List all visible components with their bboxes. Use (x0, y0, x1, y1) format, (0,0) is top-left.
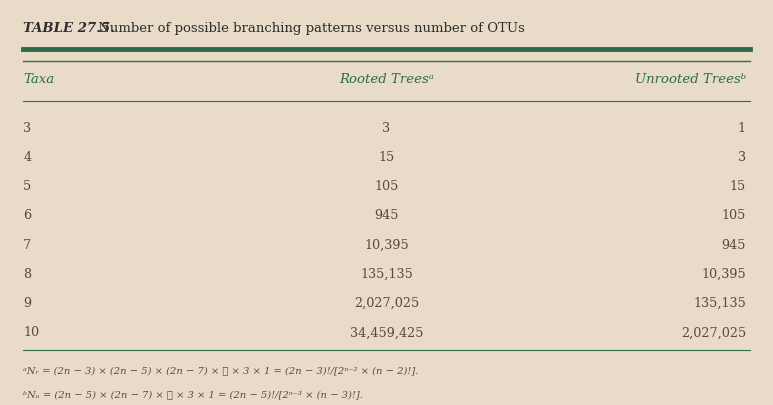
Text: 15: 15 (378, 151, 395, 164)
Text: 7: 7 (23, 238, 32, 251)
Text: 135,135: 135,135 (693, 296, 746, 309)
Text: 3: 3 (383, 122, 390, 134)
Text: 135,135: 135,135 (360, 267, 413, 280)
Text: 34,459,425: 34,459,425 (349, 326, 424, 339)
Text: 3: 3 (737, 151, 746, 164)
Text: 2,027,025: 2,027,025 (354, 296, 419, 309)
Text: 4: 4 (23, 151, 32, 164)
Text: ᵃNᵣ = (2n − 3) × (2n − 5) × (2n − 7) × ⋯ × 3 × 1 = (2n − 3)!/[2ⁿ⁻² × (n − 2)!].: ᵃNᵣ = (2n − 3) × (2n − 5) × (2n − 7) × ⋯… (23, 365, 418, 374)
Text: 9: 9 (23, 296, 32, 309)
Text: 3: 3 (23, 122, 32, 134)
Text: ᵇNᵤ = (2n − 5) × (2n − 7) × ⋯ × 3 × 1 = (2n − 5)!/[2ⁿ⁻³ × (n − 3)!].: ᵇNᵤ = (2n − 5) × (2n − 7) × ⋯ × 3 × 1 = … (23, 390, 363, 399)
Text: 945: 945 (721, 238, 746, 251)
Text: Taxa: Taxa (23, 73, 54, 86)
Text: 945: 945 (374, 209, 399, 222)
Text: 10,395: 10,395 (701, 267, 746, 280)
Text: 5: 5 (23, 180, 32, 193)
Text: 15: 15 (730, 180, 746, 193)
Text: 2,027,025: 2,027,025 (681, 326, 746, 339)
Text: 105: 105 (721, 209, 746, 222)
Text: Number of possible branching patterns versus number of OTUs: Number of possible branching patterns ve… (94, 22, 524, 35)
Text: Rooted Treesᵃ: Rooted Treesᵃ (339, 73, 434, 86)
Text: 6: 6 (23, 209, 32, 222)
Text: Unrooted Treesᵇ: Unrooted Treesᵇ (635, 73, 746, 86)
Text: 10,395: 10,395 (364, 238, 409, 251)
Text: 10: 10 (23, 326, 39, 339)
Text: TABLE 27.5.: TABLE 27.5. (23, 22, 115, 35)
Text: 8: 8 (23, 267, 32, 280)
Text: 105: 105 (374, 180, 399, 193)
Text: 1: 1 (738, 122, 746, 134)
